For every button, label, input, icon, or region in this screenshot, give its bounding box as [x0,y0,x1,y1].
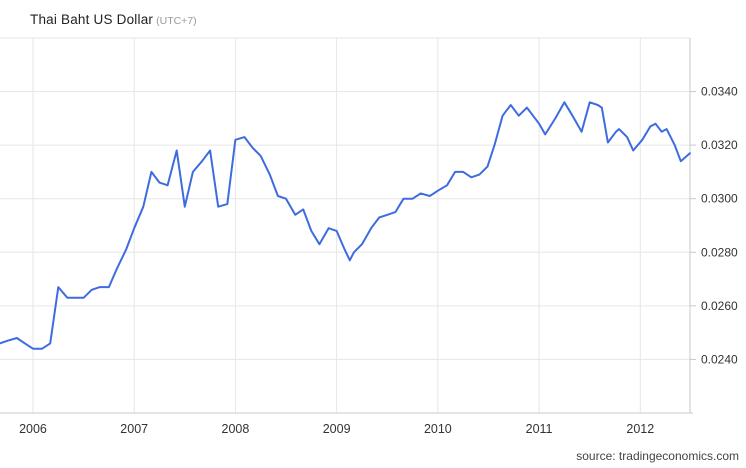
y-tick-label: 0.0300 [701,192,738,206]
x-tick-label: 2007 [120,422,148,436]
chart-timezone-note: (UTC+7) [156,15,197,27]
y-tick-label: 0.0260 [701,299,738,313]
x-tick-label: 2011 [526,422,553,436]
y-tick-label: 0.0340 [701,85,738,99]
chart-header: Thai Baht US Dollar (UTC+7) [30,11,197,29]
y-tick-label: 0.0320 [701,138,738,152]
y-tick-label: 0.0240 [701,352,738,366]
x-tick-label: 2010 [424,422,452,436]
source-attribution: source: tradingeconomics.com [576,449,739,463]
exchange-rate-line-series [0,101,691,350]
x-tick-label: 2006 [19,422,47,436]
x-tick-label: 2009 [323,422,351,436]
chart-title: Thai Baht US Dollar [30,12,154,27]
x-tick-label: 2012 [626,422,654,436]
x-tick-label: 2008 [222,422,250,436]
y-tick-label: 0.0280 [701,245,738,259]
